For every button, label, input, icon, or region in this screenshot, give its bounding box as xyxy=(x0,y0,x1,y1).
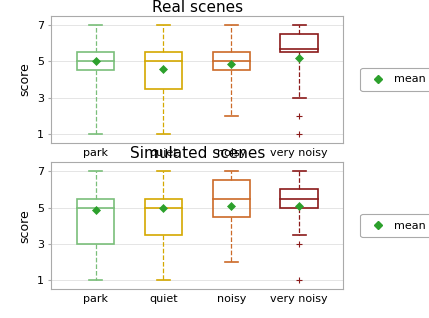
Bar xyxy=(145,198,182,235)
Legend: mean: mean xyxy=(360,214,429,238)
Y-axis label: score: score xyxy=(18,63,31,96)
Bar xyxy=(77,198,114,244)
Bar xyxy=(281,190,318,208)
Title: Real scenes: Real scenes xyxy=(152,0,243,15)
Bar xyxy=(145,52,182,89)
Title: Simulated scenes: Simulated scenes xyxy=(130,146,265,161)
Bar xyxy=(213,180,250,217)
Bar xyxy=(213,52,250,70)
Bar xyxy=(281,34,318,52)
Legend: mean: mean xyxy=(360,68,429,91)
Bar xyxy=(77,52,114,70)
Y-axis label: score: score xyxy=(18,209,31,243)
